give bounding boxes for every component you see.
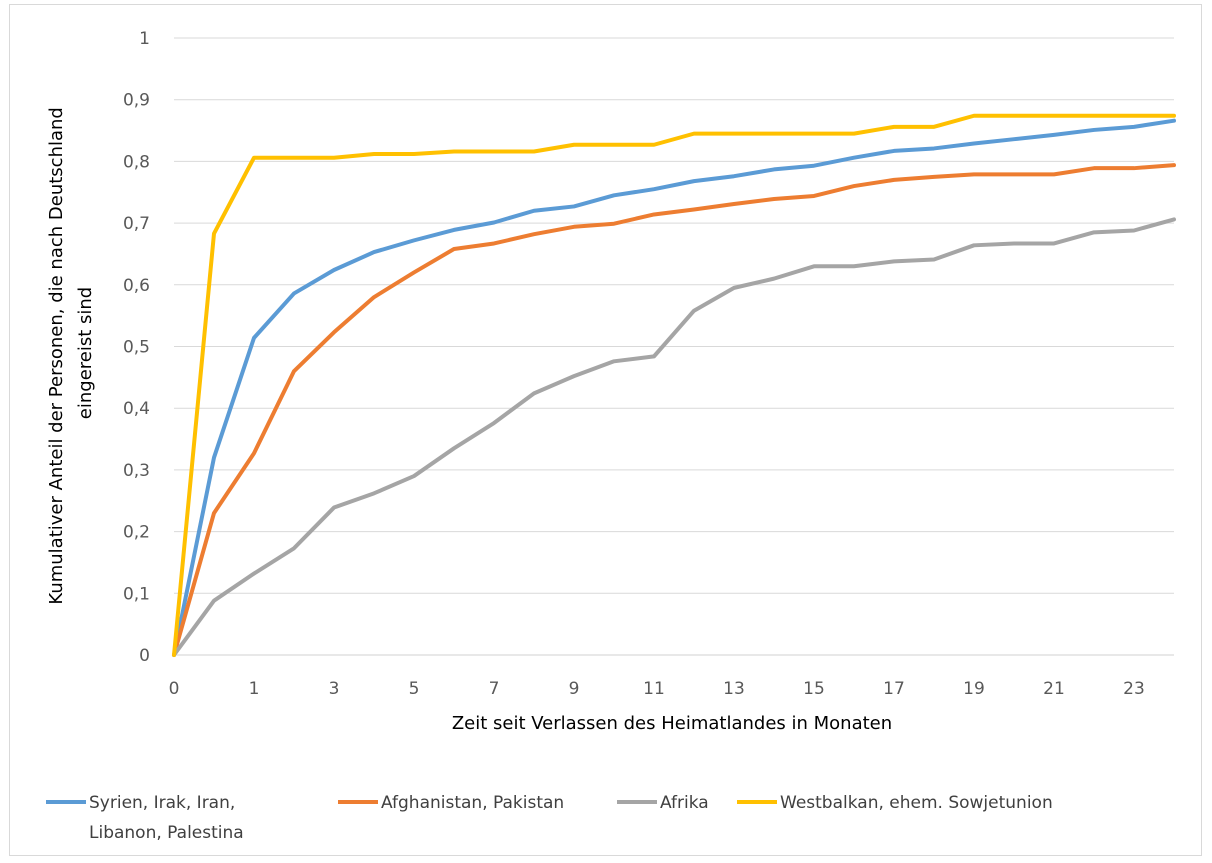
legend-label: Libanon, Palestina	[89, 823, 244, 843]
legend-label: Afrika	[660, 793, 709, 813]
x-tick-label: 1	[249, 679, 260, 699]
legend-label: Syrien, Irak, Iran,	[89, 793, 235, 813]
y-tick-labels: 0 0,1 0,2 0,3 0,4 0,5 0,6 0,7 0,8 0,9 1	[123, 29, 150, 666]
legend: Syrien, Irak, Iran, Libanon, Palestina Afg…	[46, 793, 1053, 843]
y-tick-label: 0	[139, 646, 150, 666]
series-line-3	[172, 217, 1176, 657]
x-axis-title: Zeit seit Verlassen des Heimatlandes in …	[452, 713, 892, 734]
x-tick-labels: 0 1 3 5 7 9 11 13 15 17 19 21 23	[169, 679, 1145, 699]
y-tick-label: 0,1	[123, 584, 150, 604]
y-tick-label: 0,6	[123, 276, 150, 296]
y-tick-label: 0,9	[123, 91, 150, 111]
x-tick-label: 19	[963, 679, 985, 699]
series-line-4	[172, 113, 1176, 657]
x-tick-label: 9	[569, 679, 580, 699]
legend-label: Westbalkan, ehem. Sowjetunion	[780, 793, 1053, 813]
x-tick-label: 17	[883, 679, 905, 699]
gridlines	[174, 37, 1174, 656]
series-line-1	[172, 118, 1176, 657]
x-tick-label: 5	[409, 679, 420, 699]
x-tick-label: 23	[1123, 679, 1145, 699]
x-tick-label: 15	[803, 679, 825, 699]
series-lines	[172, 113, 1176, 657]
y-tick-label: 0,8	[123, 152, 150, 172]
y-axis-title: Kumulativer Anteil der Personen, die nac…	[46, 101, 96, 604]
x-tick-label: 3	[329, 679, 340, 699]
x-tick-label: 11	[643, 679, 665, 699]
x-tick-label: 13	[723, 679, 745, 699]
y-tick-label: 0,7	[123, 214, 150, 234]
y-tick-label: 0,4	[123, 399, 150, 419]
y-axis-title-line-2: eingereist sind	[75, 287, 96, 419]
y-tick-label: 0,3	[123, 461, 150, 481]
legend-label: Afghanistan, Pakistan	[381, 793, 564, 813]
y-axis-title-line-1: Kumulativer Anteil der Personen, die nac…	[46, 107, 67, 604]
y-tick-label: 1	[139, 29, 150, 49]
y-tick-label: 0,5	[123, 338, 150, 358]
x-tick-label: 0	[169, 679, 180, 699]
y-tick-label: 0,2	[123, 523, 150, 543]
x-tick-label: 7	[489, 679, 500, 699]
x-tick-label: 21	[1043, 679, 1065, 699]
series-line-2	[172, 163, 1176, 657]
